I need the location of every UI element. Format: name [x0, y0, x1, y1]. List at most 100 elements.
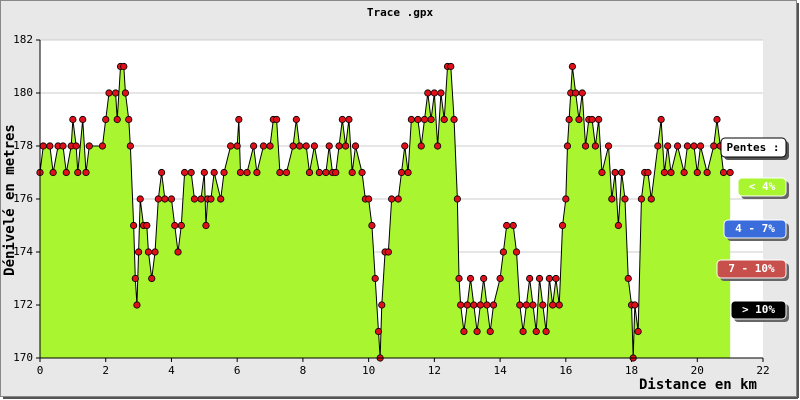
point	[588, 115, 596, 124]
point	[549, 301, 557, 309]
x-tick-label: 14	[493, 364, 507, 377]
y-tick-label: 182	[13, 33, 33, 46]
point	[591, 142, 599, 150]
point	[427, 115, 435, 124]
chart-title: Trace .gpx	[367, 6, 434, 19]
legend-label: 7 - 10%	[728, 262, 775, 275]
point	[690, 142, 698, 150]
point	[397, 168, 406, 177]
point	[440, 115, 448, 124]
x-tick-label: 18	[625, 364, 638, 377]
point	[365, 195, 373, 203]
point	[696, 142, 705, 150]
point	[634, 327, 642, 336]
point	[200, 168, 208, 177]
point	[235, 115, 243, 124]
point	[637, 195, 646, 203]
point	[374, 327, 383, 336]
point	[273, 115, 281, 124]
x-tick-label: 0	[37, 364, 44, 377]
point	[338, 115, 346, 124]
point	[197, 195, 205, 203]
point	[292, 115, 300, 124]
point	[476, 301, 484, 309]
point	[371, 274, 379, 283]
point	[207, 195, 215, 203]
point	[595, 115, 603, 124]
point	[335, 142, 343, 150]
point	[202, 221, 210, 230]
point	[125, 115, 133, 124]
point	[130, 221, 138, 230]
point	[187, 168, 195, 177]
point	[621, 195, 629, 203]
point	[647, 195, 655, 203]
point	[49, 168, 57, 177]
point	[572, 89, 580, 97]
legend-label: > 10%	[742, 303, 775, 316]
point	[72, 142, 80, 150]
point	[143, 221, 151, 230]
point	[348, 168, 356, 177]
y-tick-label: 176	[13, 192, 33, 205]
point	[455, 274, 463, 283]
point	[282, 168, 291, 177]
y-tick-label: 174	[13, 245, 33, 258]
point	[259, 142, 268, 150]
point	[726, 168, 734, 177]
point	[447, 62, 455, 71]
point	[414, 115, 422, 124]
point	[85, 142, 93, 150]
legend-swatch	[730, 300, 787, 320]
y-axis-label: Dénivelé en metres	[2, 124, 18, 276]
point	[133, 301, 141, 309]
point	[545, 274, 553, 283]
y-tick-label: 170	[13, 351, 33, 364]
x-tick-label: 16	[559, 364, 572, 377]
point	[105, 89, 113, 97]
x-axis-label: Distance en km	[639, 377, 757, 393]
point	[460, 327, 468, 336]
point	[450, 115, 458, 124]
point	[683, 142, 692, 150]
x-tick-label: 2	[102, 364, 109, 377]
point	[358, 168, 366, 177]
point	[253, 168, 261, 177]
point	[565, 115, 573, 124]
point	[310, 142, 319, 150]
point	[657, 115, 665, 124]
point	[463, 301, 471, 309]
point	[611, 168, 619, 177]
point	[667, 168, 675, 177]
point	[453, 195, 461, 203]
point	[404, 168, 412, 177]
point	[509, 221, 517, 230]
point	[79, 115, 87, 124]
point	[46, 142, 54, 150]
point	[276, 168, 284, 177]
point	[243, 168, 251, 177]
point	[233, 142, 241, 150]
point	[631, 301, 639, 309]
point	[289, 142, 297, 150]
point	[483, 301, 491, 309]
point	[151, 248, 159, 256]
point	[503, 221, 511, 230]
point	[62, 168, 70, 177]
point	[82, 168, 90, 177]
point	[539, 301, 547, 309]
point	[618, 168, 626, 177]
point	[713, 115, 721, 124]
legend-title: Pentes :	[727, 141, 780, 154]
point	[345, 115, 353, 124]
legend-title-box	[720, 137, 787, 158]
point	[654, 142, 662, 150]
x-tick-label: 4	[168, 364, 175, 377]
point	[136, 195, 144, 203]
point	[401, 142, 409, 150]
point	[121, 89, 130, 97]
point	[552, 274, 560, 283]
point	[332, 168, 340, 177]
point	[325, 142, 333, 150]
legend-swatch	[737, 177, 787, 197]
